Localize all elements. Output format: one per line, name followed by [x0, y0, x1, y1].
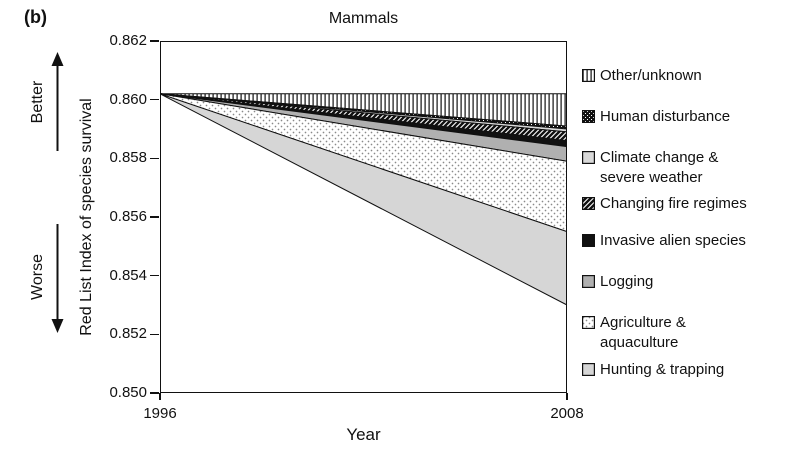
worse-label: Worse — [29, 254, 46, 300]
legend-swatch-solid-icon — [582, 363, 595, 376]
legend-swatch-diaghatch-icon — [582, 197, 595, 210]
x-tick-label-2008: 2008 — [550, 405, 584, 422]
legend-swatch-darkcheck-icon — [582, 110, 595, 123]
legend-item-other-unknown: Other/unknown — [582, 66, 702, 86]
legend-label: Other/unknown — [600, 67, 702, 84]
y-tick-label: 0.860 — [109, 90, 147, 108]
legend-swatch-dots-icon — [582, 316, 595, 329]
x-tick-label-1996: 1996 — [143, 405, 177, 422]
y-axis-label: Red List Index of species survival — [78, 98, 95, 336]
y-tick-mark — [150, 392, 159, 394]
legend-swatch-solid-icon — [582, 275, 595, 288]
y-tick-label: 0.858 — [109, 149, 147, 167]
y-tick-mark — [150, 274, 159, 277]
legend-item-agriculture-aquaculture: Agriculture & aquaculture — [582, 313, 686, 353]
y-tick-mark — [150, 333, 159, 336]
legend-label: Changing fire regimes — [600, 195, 747, 212]
worse-down-arrow-icon — [51, 224, 64, 333]
wedge-hunting-trapping — [160, 93, 567, 306]
legend-label: Hunting & trapping — [600, 361, 725, 378]
legend-swatch-solid-icon — [582, 151, 595, 164]
y-tick-mark — [150, 216, 159, 218]
y-tick-label: 0.854 — [109, 266, 147, 284]
legend-label: Human disturbance — [600, 108, 731, 125]
y-tick-mark — [150, 157, 159, 160]
legend-label: Agriculture & aquaculture — [600, 314, 686, 351]
legend-item-invasive-alien-species: Invasive alien species — [582, 231, 746, 251]
legend-item-hunting-trapping: Hunting & trapping — [582, 360, 724, 380]
y-tick-mark — [150, 98, 159, 101]
legend-label: Invasive alien species — [600, 232, 746, 249]
y-tick-mark — [150, 40, 159, 42]
plot-frame — [160, 41, 567, 393]
legend-swatch-vstripes-icon — [582, 69, 595, 82]
legend-label: Logging — [600, 273, 654, 290]
legend-item-climate-change-severe-weather: Climate change & severe weather — [582, 148, 718, 188]
x-tick-mark — [566, 393, 568, 400]
panel-label: (b) — [24, 7, 47, 27]
better-label: Better — [29, 80, 46, 124]
y-tick-label: 0.852 — [109, 325, 147, 343]
y-tick-label: 0.856 — [109, 208, 147, 225]
legend-item-human-disturbance: Human disturbance — [582, 107, 730, 127]
legend-label: Climate change & severe weather — [600, 149, 719, 186]
y-tick-label: 0.850 — [109, 384, 147, 401]
x-axis-label: Year — [346, 425, 381, 444]
threat-wedge-chart — [160, 93, 567, 306]
chart-title: Mammals — [328, 10, 399, 27]
better-up-arrow-icon — [51, 52, 64, 151]
legend-item-logging: Logging — [582, 272, 653, 292]
x-tick-mark — [159, 393, 161, 400]
legend-item-changing-fire-regimes: Changing fire regimes — [582, 194, 747, 214]
y-tick-label: 0.862 — [109, 32, 147, 49]
legend-swatch-solid-icon — [582, 234, 595, 247]
